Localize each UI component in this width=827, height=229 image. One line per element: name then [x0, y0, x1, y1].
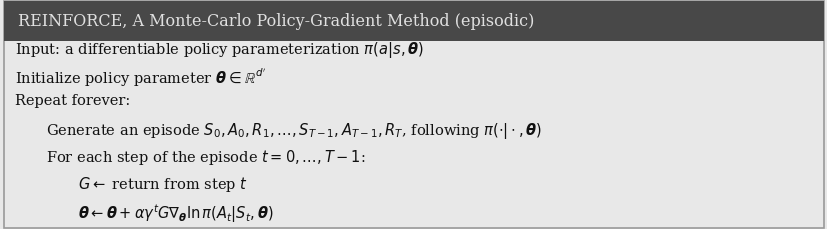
Text: $\boldsymbol{\theta} \leftarrow \boldsymbol{\theta} + \alpha\gamma^t G \nabla_{\: $\boldsymbol{\theta} \leftarrow \boldsym… — [78, 202, 273, 225]
Text: Input: a differentiable policy parameterization $\pi(a|s, \boldsymbol{\theta})$: Input: a differentiable policy parameter… — [15, 40, 423, 60]
Text: $G \leftarrow$ return from step $t$: $G \leftarrow$ return from step $t$ — [78, 175, 247, 194]
FancyBboxPatch shape — [4, 1, 823, 228]
FancyBboxPatch shape — [4, 1, 823, 41]
Text: For each step of the episode $t = 0, \ldots, T-1$:: For each step of the episode $t = 0, \ld… — [46, 148, 366, 167]
Text: Initialize policy parameter $\boldsymbol{\theta} \in \mathbb{R}^{d^{\prime}}$: Initialize policy parameter $\boldsymbol… — [15, 67, 265, 89]
Text: Generate an episode $S_0, A_0, R_1, \ldots, S_{T-1}, A_{T-1}, R_T$, following $\: Generate an episode $S_0, A_0, R_1, \ldo… — [46, 121, 542, 141]
Text: Repeat forever:: Repeat forever: — [15, 94, 130, 108]
Text: REINFORCE, A Monte-Carlo Policy-Gradient Method (episodic): REINFORCE, A Monte-Carlo Policy-Gradient… — [18, 13, 534, 30]
